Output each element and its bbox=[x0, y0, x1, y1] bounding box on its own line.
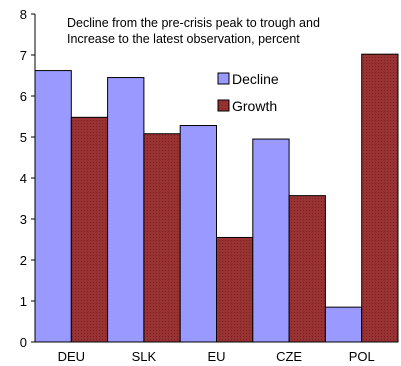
x-tick-label-deu: DEU bbox=[58, 349, 85, 364]
legend-label-decline: Decline bbox=[232, 71, 279, 87]
bar-growth-slk bbox=[143, 133, 181, 343]
y-tick-label: 1 bbox=[20, 294, 27, 309]
bar-growth-eu bbox=[216, 236, 254, 343]
legend-swatch-decline bbox=[217, 72, 230, 85]
y-tick-label: 0 bbox=[20, 335, 27, 350]
y-tick-label: 6 bbox=[20, 89, 27, 104]
bar-growth-deu bbox=[70, 116, 109, 343]
bar-decline-cze bbox=[252, 138, 290, 343]
x-tick-label-eu: EU bbox=[207, 349, 225, 364]
bar-growth-cze bbox=[288, 195, 326, 343]
bar-decline-slk bbox=[107, 77, 145, 343]
legend-swatch-growth bbox=[217, 99, 230, 112]
chart-title-line-1: Decline from the pre-crisis peak to trou… bbox=[67, 16, 320, 30]
bar-decline-pol bbox=[324, 306, 363, 343]
legend-label-growth: Growth bbox=[232, 98, 277, 114]
y-tick-label: 7 bbox=[20, 48, 27, 63]
y-tick-label: 5 bbox=[20, 130, 27, 145]
y-tick-label: 3 bbox=[20, 212, 27, 227]
bar-growth-pol bbox=[361, 53, 399, 343]
x-tick-label-slk: SLK bbox=[132, 349, 157, 364]
chart-title-line-2: Increase to the latest observation, perc… bbox=[67, 32, 300, 46]
bars-layer bbox=[34, 53, 399, 343]
y-tick-label: 8 bbox=[20, 7, 27, 22]
y-ticks: 0 1 2 3 4 5 6 7 8 bbox=[20, 7, 35, 350]
x-tick-label-pol: POL bbox=[349, 349, 375, 364]
legend: Decline Growth bbox=[217, 71, 279, 114]
x-tick-labels: DEU SLK EU CZE POL bbox=[58, 349, 375, 364]
x-tick-label-cze: CZE bbox=[276, 349, 302, 364]
bar-decline-eu bbox=[179, 125, 217, 343]
y-tick-label: 4 bbox=[20, 171, 27, 186]
y-tick-label: 2 bbox=[20, 253, 27, 268]
bar-decline-deu bbox=[34, 70, 72, 343]
